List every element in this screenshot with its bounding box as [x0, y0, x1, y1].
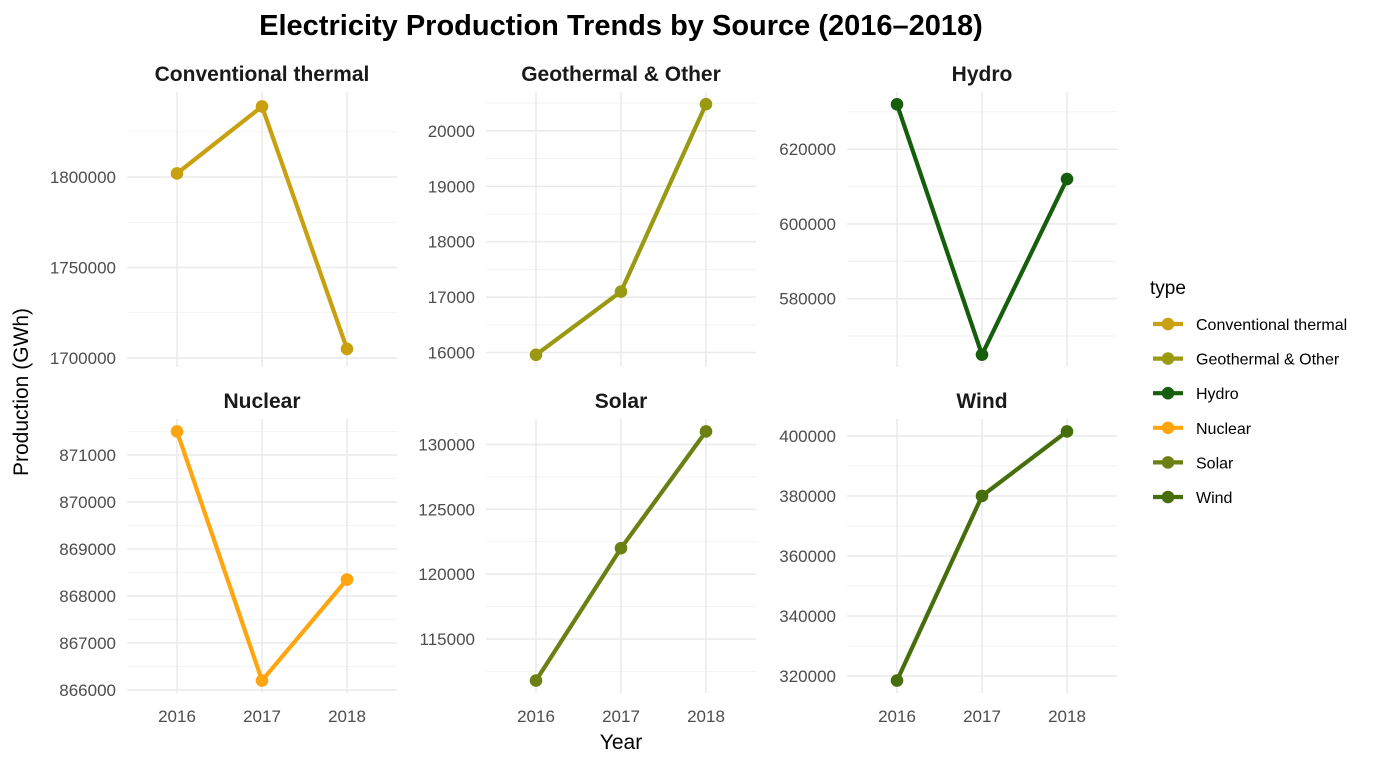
x-tick-label: 2017 — [243, 707, 281, 726]
y-axis-title: Production (GWh) — [10, 308, 33, 476]
legend-item-conventional-thermal: Conventional thermal — [1153, 317, 1347, 334]
x-tick-label: 2016 — [517, 707, 555, 726]
facet-panels: Conventional thermal 1700000 1750000 180000… — [50, 63, 1117, 726]
x-tick-label: 2018 — [1048, 707, 1086, 726]
y-tick-label: 600000 — [779, 215, 836, 234]
y-tick-label: 340000 — [779, 607, 836, 626]
panel-conventional-thermal: Conventional thermal 1700000 1750000 180000… — [50, 63, 397, 368]
y-tick-label: 17000 — [428, 288, 475, 307]
chart-title: Electricity Production Trends by Source … — [259, 10, 983, 42]
data-point-solar-2018 — [699, 425, 713, 438]
data-point-geothermal-and-other-2018 — [699, 97, 713, 111]
data-point-hydro-2017 — [975, 348, 989, 361]
data-point-conventional-thermal-2016 — [170, 167, 184, 180]
legend-label-geothermal-and-other: Geothermal & Other — [1196, 352, 1340, 369]
legend-items: Conventional thermal Geothermal & Other Hy… — [1153, 317, 1347, 507]
y-tick-label: 870000 — [59, 493, 116, 512]
y-tick-label: 120000 — [418, 565, 475, 584]
data-point-geothermal-and-other-2016 — [529, 348, 543, 362]
legend-label-nuclear: Nuclear — [1196, 421, 1252, 438]
data-point-conventional-thermal-2018 — [340, 342, 354, 356]
y-tick-label: 400000 — [779, 427, 836, 446]
y-tick-label: 869000 — [59, 540, 116, 559]
y-tick-label: 866000 — [59, 681, 116, 700]
facet-title-nuclear: Nuclear — [223, 390, 300, 413]
legend-item-geothermal-and-other: Geothermal & Other — [1153, 352, 1340, 369]
y-tick-label: 871000 — [59, 446, 116, 465]
legend-label-hydro: Hydro — [1196, 386, 1239, 403]
facet-title-geothermal-and-other: Geothermal & Other — [521, 63, 721, 86]
legend-item-hydro: Hydro — [1153, 386, 1239, 403]
data-point-wind-2017 — [975, 489, 989, 503]
panel-geothermal-and-other: Geothermal & Other 16000 17000 18000 19000 20… — [428, 63, 756, 367]
x-tick-label: 2018 — [328, 707, 366, 726]
panel-solar: Solar 115000 120000 125000 130000 2016 2017 201… — [418, 390, 756, 726]
panel-nuclear: Nuclear 866000 867000 868000 869000 870000 871… — [59, 390, 397, 726]
y-tick-label: 18000 — [428, 233, 475, 252]
panel-hydro: Hydro 580000 600000 620000 — [779, 63, 1117, 367]
facet-title-wind: Wind — [956, 390, 1007, 413]
y-tick-label: 868000 — [59, 587, 116, 606]
facet-title-hydro: Hydro — [952, 63, 1013, 86]
y-tick-label: 125000 — [418, 500, 475, 519]
legend-title: type — [1150, 278, 1186, 299]
y-tick-label: 867000 — [59, 634, 116, 653]
legend-item-wind: Wind — [1153, 490, 1232, 507]
y-tick-label: 320000 — [779, 667, 836, 686]
y-tick-label: 20000 — [428, 122, 475, 141]
data-point-geothermal-and-other-2017 — [614, 285, 628, 298]
x-tick-label: 2017 — [963, 707, 1001, 726]
legend-label-wind: Wind — [1196, 490, 1232, 507]
legend-item-solar: Solar — [1153, 455, 1234, 472]
x-axis-title: Year — [600, 731, 642, 754]
facet-title-conventional-thermal: Conventional thermal — [155, 63, 370, 86]
y-tick-label: 620000 — [779, 140, 836, 159]
data-point-hydro-2018 — [1060, 172, 1074, 186]
y-tick-label: 580000 — [779, 290, 836, 309]
legend-key-point — [1161, 352, 1175, 365]
legend-key-point — [1161, 456, 1175, 469]
data-point-wind-2016 — [890, 674, 904, 687]
panel-wind: Wind 320000 340000 360000 380000 400000 2016 20… — [779, 390, 1117, 726]
y-tick-label: 360000 — [779, 547, 836, 566]
y-tick-label: 1800000 — [50, 168, 116, 187]
data-point-hydro-2016 — [890, 98, 904, 111]
data-point-solar-2016 — [529, 674, 543, 687]
legend-key-point — [1161, 317, 1175, 331]
data-point-wind-2018 — [1060, 425, 1074, 438]
data-point-nuclear-2016 — [170, 425, 184, 438]
y-tick-label: 19000 — [428, 177, 475, 196]
y-tick-label: 1700000 — [50, 349, 116, 368]
y-tick-label: 16000 — [428, 344, 475, 363]
legend-item-nuclear: Nuclear — [1153, 421, 1252, 438]
x-tick-label: 2018 — [687, 707, 725, 726]
legend-key-point — [1161, 421, 1175, 435]
y-tick-label: 1750000 — [50, 258, 116, 277]
legend-label-solar: Solar — [1196, 455, 1234, 472]
facet-title-solar: Solar — [595, 390, 648, 413]
legend: type Conventional thermal Geothermal & Ot… — [1150, 278, 1347, 507]
data-point-nuclear-2017 — [255, 674, 269, 687]
y-tick-label: 380000 — [779, 487, 836, 506]
legend-key-point — [1161, 490, 1175, 504]
y-tick-label: 130000 — [418, 435, 475, 454]
legend-key-point — [1161, 386, 1175, 400]
data-point-nuclear-2018 — [340, 573, 354, 586]
x-tick-label: 2016 — [158, 707, 196, 726]
x-tick-label: 2016 — [878, 707, 916, 726]
data-point-solar-2017 — [614, 541, 628, 555]
y-tick-label: 115000 — [420, 630, 475, 649]
legend-label-conventional-thermal: Conventional thermal — [1196, 317, 1347, 334]
x-tick-label: 2017 — [602, 707, 640, 726]
data-point-conventional-thermal-2017 — [255, 100, 269, 113]
